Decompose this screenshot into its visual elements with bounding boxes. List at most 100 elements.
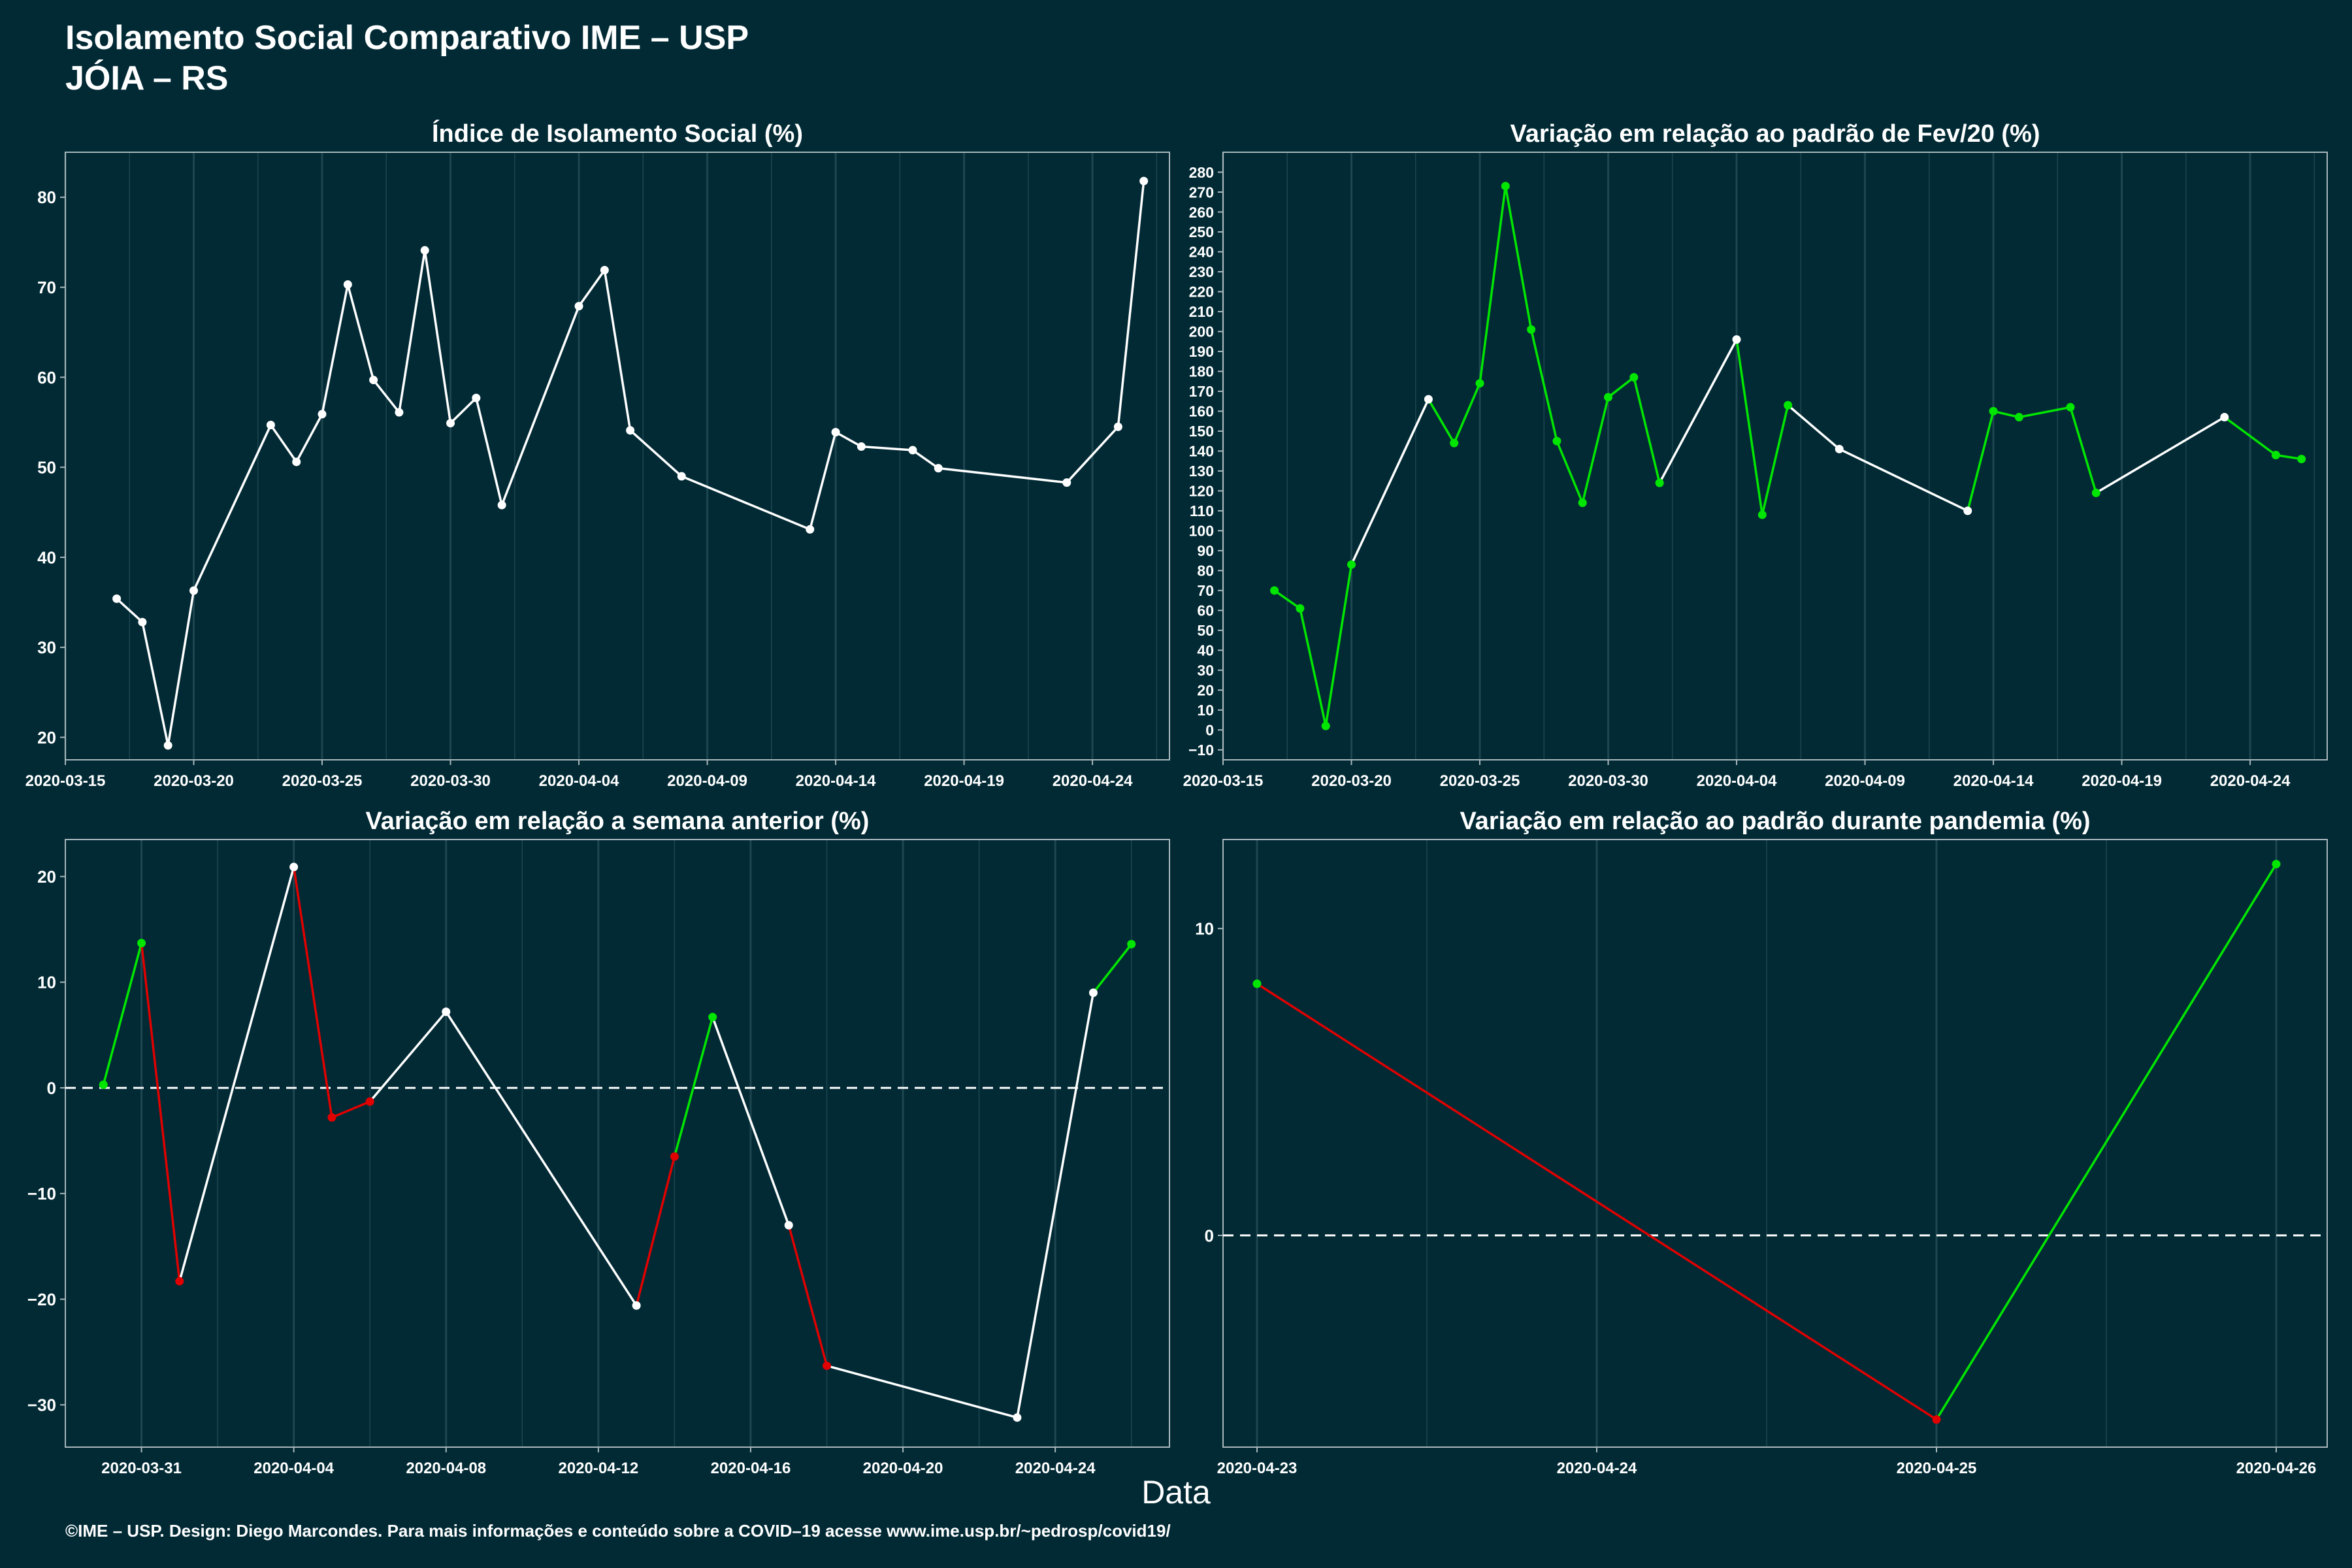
series-segment bbox=[331, 1100, 371, 1119]
y-tick-label: 190 bbox=[1189, 343, 1214, 360]
series-segment bbox=[578, 269, 606, 308]
data-point bbox=[1501, 182, 1510, 191]
chart-panel-3: Variação em relação a semana anterior (%… bbox=[27, 808, 1170, 1477]
data-point bbox=[677, 472, 686, 481]
data-point bbox=[1932, 1415, 1941, 1424]
data-point bbox=[1013, 1413, 1022, 1422]
y-tick-label: −10 bbox=[27, 1184, 56, 1203]
y-tick-label: 250 bbox=[1189, 223, 1214, 240]
y-tick-label: 80 bbox=[37, 188, 56, 207]
series-segment bbox=[295, 413, 323, 463]
series-segment bbox=[1581, 396, 1610, 504]
series-segment bbox=[1658, 338, 1738, 484]
x-tick-label: 2020-04-09 bbox=[1825, 772, 1905, 790]
chart-panel-2: Variação em relação ao padrão de Fev/20 … bbox=[1183, 120, 2328, 790]
data-point bbox=[2297, 455, 2306, 464]
x-tick-label: 2020-04-16 bbox=[711, 1460, 791, 1477]
x-tick-label: 2020-04-08 bbox=[406, 1460, 486, 1477]
series-segment bbox=[1935, 862, 2278, 1421]
data-point bbox=[2066, 402, 2075, 412]
data-point bbox=[318, 410, 327, 419]
series-segment bbox=[178, 866, 295, 1282]
data-point bbox=[1475, 379, 1484, 388]
series-segment bbox=[1838, 448, 1969, 512]
footer-credits: ©IME – USP. Design: Diego Marcondes. Par… bbox=[65, 1521, 1171, 1541]
series-segment bbox=[1427, 398, 1456, 444]
data-point bbox=[2014, 413, 2023, 422]
data-point bbox=[163, 741, 172, 750]
y-tick-label: 90 bbox=[1197, 542, 1214, 559]
data-point bbox=[395, 408, 404, 417]
y-tick-label: 280 bbox=[1189, 164, 1214, 181]
chart-panel-1: Índice de Isolamento Social (%) 2020-03-1… bbox=[25, 119, 1170, 790]
series-segment bbox=[368, 1010, 448, 1103]
series-segment bbox=[1273, 589, 1301, 610]
panel-border bbox=[1222, 152, 2328, 760]
series-segment bbox=[809, 431, 837, 531]
data-point bbox=[1732, 335, 1741, 344]
series-segment bbox=[423, 249, 452, 425]
series-segment bbox=[937, 466, 1068, 484]
data-point bbox=[1321, 721, 1330, 730]
x-tick-label: 2020-04-20 bbox=[863, 1460, 943, 1477]
panel-border bbox=[65, 839, 1170, 1448]
series-segment bbox=[825, 1364, 1019, 1419]
data-point bbox=[1088, 988, 1098, 998]
data-point bbox=[138, 617, 147, 627]
data-point bbox=[806, 525, 815, 534]
data-point bbox=[175, 1277, 184, 1286]
series-segment bbox=[1256, 983, 1938, 1421]
y-tick-label: 150 bbox=[1189, 423, 1214, 440]
x-tick-label: 2020-04-24 bbox=[1053, 772, 1133, 790]
series-segment bbox=[834, 431, 863, 448]
x-tick-label: 2020-04-24 bbox=[1557, 1460, 1637, 1477]
data-point bbox=[1424, 395, 1433, 404]
data-point bbox=[934, 464, 943, 473]
data-point bbox=[784, 1220, 793, 1230]
data-point bbox=[1629, 373, 1639, 382]
x-axis-label: Data bbox=[1141, 1474, 1211, 1511]
data-point bbox=[574, 302, 583, 311]
series-segment bbox=[1452, 382, 1481, 444]
series-segment bbox=[673, 1015, 714, 1158]
y-tick-label: 60 bbox=[37, 368, 56, 387]
series-segment bbox=[911, 449, 940, 470]
data-point bbox=[497, 500, 506, 510]
series-segment bbox=[1016, 991, 1095, 1419]
series-segment bbox=[711, 1015, 790, 1227]
data-point bbox=[2272, 860, 2281, 869]
data-point bbox=[2271, 450, 2280, 459]
y-tick-label: 100 bbox=[1189, 523, 1214, 540]
x-tick-label: 2020-03-15 bbox=[1183, 772, 1264, 790]
data-point bbox=[289, 862, 299, 872]
series-segment bbox=[167, 589, 195, 747]
series-segment bbox=[2274, 453, 2303, 461]
panel-border bbox=[1222, 839, 2328, 1448]
data-point bbox=[1270, 586, 1279, 595]
series-segment bbox=[1607, 376, 1635, 399]
x-tick-label: 2020-03-30 bbox=[1568, 772, 1648, 790]
y-tick-label: 210 bbox=[1189, 303, 1214, 320]
series-segment bbox=[1992, 410, 2021, 419]
series-segment bbox=[1299, 607, 1327, 727]
series-segment bbox=[1761, 404, 1789, 516]
y-tick-label: 200 bbox=[1189, 323, 1214, 340]
series-segment bbox=[1092, 943, 1133, 994]
series-segment bbox=[500, 304, 580, 506]
series-segment bbox=[102, 941, 143, 1086]
y-tick-label: 180 bbox=[1189, 363, 1214, 380]
series-segment bbox=[2017, 406, 2072, 419]
series-segment bbox=[1735, 338, 1764, 516]
series-segment bbox=[603, 269, 632, 432]
y-tick-label: 270 bbox=[1189, 184, 1214, 201]
y-tick-label: 20 bbox=[37, 728, 56, 747]
series-segment bbox=[1478, 185, 1507, 385]
series-segment bbox=[2069, 406, 2098, 495]
panel-title: Variação em relação ao padrão durante pa… bbox=[1460, 808, 2090, 835]
data-point bbox=[137, 939, 146, 948]
data-point bbox=[99, 1080, 108, 1089]
series-segment bbox=[1117, 180, 1145, 428]
series-segment bbox=[1324, 563, 1353, 727]
series-segment bbox=[1633, 376, 1661, 484]
x-tick-label: 2020-03-30 bbox=[410, 772, 491, 790]
